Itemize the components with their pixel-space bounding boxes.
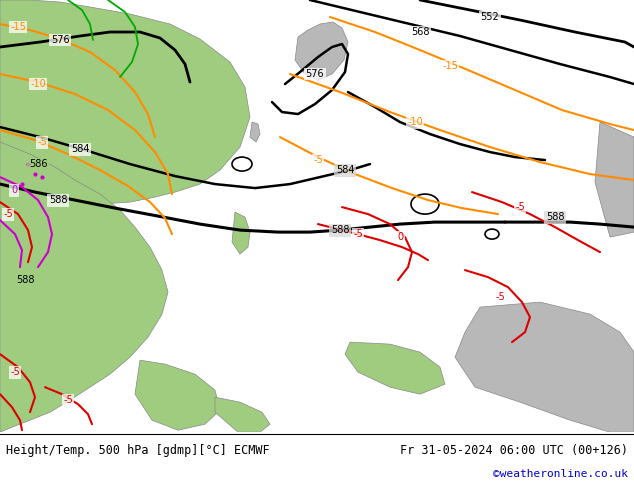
Text: -10: -10 xyxy=(30,79,46,89)
Text: -15: -15 xyxy=(10,22,26,32)
Text: 584: 584 xyxy=(71,144,89,154)
Text: 588: 588 xyxy=(546,212,564,222)
Text: 0: 0 xyxy=(11,185,17,195)
Polygon shape xyxy=(345,342,445,394)
Text: 552: 552 xyxy=(481,12,500,22)
Text: 584: 584 xyxy=(336,165,354,175)
Polygon shape xyxy=(595,122,634,237)
Text: -5: -5 xyxy=(495,292,505,302)
Text: ©weatheronline.co.uk: ©weatheronline.co.uk xyxy=(493,469,628,479)
Text: 576: 576 xyxy=(306,69,325,79)
Text: -5: -5 xyxy=(353,229,363,239)
Text: 568: 568 xyxy=(411,27,429,37)
Polygon shape xyxy=(0,0,250,204)
Text: -5: -5 xyxy=(37,137,47,147)
Text: 0: 0 xyxy=(397,232,403,242)
Text: -5: -5 xyxy=(63,395,73,405)
Text: 588: 588 xyxy=(16,275,34,285)
Text: Height/Temp. 500 hPa [gdmp][°C] ECMWF: Height/Temp. 500 hPa [gdmp][°C] ECMWF xyxy=(6,443,269,457)
Polygon shape xyxy=(250,122,260,142)
Text: Fr 31-05-2024 06:00 UTC (00+126): Fr 31-05-2024 06:00 UTC (00+126) xyxy=(400,443,628,457)
Polygon shape xyxy=(455,302,634,432)
Text: -5: -5 xyxy=(3,209,13,219)
Text: 588: 588 xyxy=(331,225,349,235)
Text: -15: -15 xyxy=(442,61,458,71)
Text: 576: 576 xyxy=(51,35,69,45)
Polygon shape xyxy=(135,360,220,430)
Polygon shape xyxy=(215,397,270,432)
Text: -5: -5 xyxy=(515,202,525,212)
Text: -5: -5 xyxy=(313,155,323,165)
Text: -5: -5 xyxy=(10,367,20,377)
Text: 588: 588 xyxy=(49,195,67,205)
Polygon shape xyxy=(232,212,250,254)
Polygon shape xyxy=(295,22,348,80)
Text: 586: 586 xyxy=(29,159,48,169)
Text: -10: -10 xyxy=(407,117,423,127)
Polygon shape xyxy=(0,142,168,432)
